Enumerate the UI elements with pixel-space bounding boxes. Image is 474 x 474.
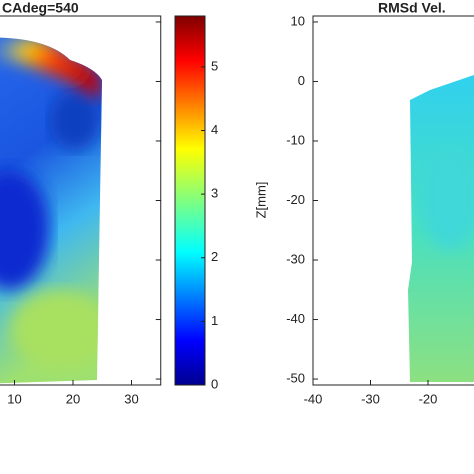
colorbar [175, 16, 205, 385]
colorbar-tick-label: 4 [211, 122, 218, 137]
x-tick-label: -20 [419, 391, 438, 406]
chart-title: CAdeg=540 [2, 0, 79, 16]
y-tick-label: -30 [286, 251, 305, 266]
y-tick-label: 0 [298, 73, 305, 88]
y-tick-label: -50 [286, 370, 305, 385]
y-axis-label: Z[mm] [253, 182, 268, 219]
colorbar-frame [174, 15, 206, 386]
colorbar-tick-label: 5 [211, 58, 218, 73]
x-tick-label: -30 [361, 391, 380, 406]
right-field [408, 75, 474, 382]
x-tick-label: 10 [7, 391, 21, 406]
y-tick-label: -40 [286, 311, 305, 326]
y-tick-label: 10 [291, 13, 305, 28]
left-field [0, 37, 102, 385]
chart-title: RMSd Vel. [378, 0, 446, 16]
x-tick-label: 20 [66, 391, 80, 406]
x-tick-label: -40 [304, 391, 323, 406]
colorbar-tick-label: 1 [211, 313, 218, 328]
colorbar-tick-label: 3 [211, 186, 218, 201]
colorbar-tick-label: 2 [211, 249, 218, 264]
y-tick-label: -20 [286, 192, 305, 207]
y-tick-label: -10 [286, 132, 305, 147]
x-tick-label: 30 [124, 391, 138, 406]
colorbar-tick-label: 0 [211, 376, 218, 391]
